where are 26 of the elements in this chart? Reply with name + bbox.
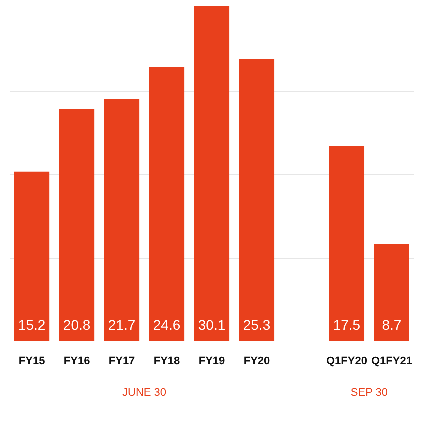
bar	[194, 6, 230, 341]
data-label: 24.6	[153, 317, 181, 333]
bar	[59, 110, 95, 341]
data-label: 25.3	[243, 317, 271, 333]
text: SEP 30	[350, 387, 388, 399]
x-tick-label: Q1FY21	[371, 356, 412, 368]
data-label: 17.5	[333, 317, 361, 333]
bar	[104, 99, 140, 341]
x-tick-label: Q1FY20	[326, 356, 368, 368]
text: JUNE 30	[122, 387, 167, 399]
x-tick-label: FY16	[64, 356, 90, 368]
bar	[374, 244, 410, 341]
bar	[329, 146, 365, 341]
bar	[149, 67, 185, 341]
x-tick-label: FY19	[198, 356, 226, 368]
x-tick-label: FY17	[108, 356, 136, 368]
x-tick-label: FY15	[18, 356, 46, 368]
data-label: 15.2	[18, 317, 46, 333]
data-label: 20.8	[63, 317, 91, 333]
data-label: 30.1	[198, 317, 226, 333]
data-label: 21.7	[108, 317, 136, 333]
data-label: 8.7	[382, 317, 402, 333]
bar	[14, 172, 50, 341]
bar	[239, 59, 275, 341]
x-tick-label: FY20	[244, 356, 270, 368]
x-tick-label: FY18	[154, 356, 180, 368]
